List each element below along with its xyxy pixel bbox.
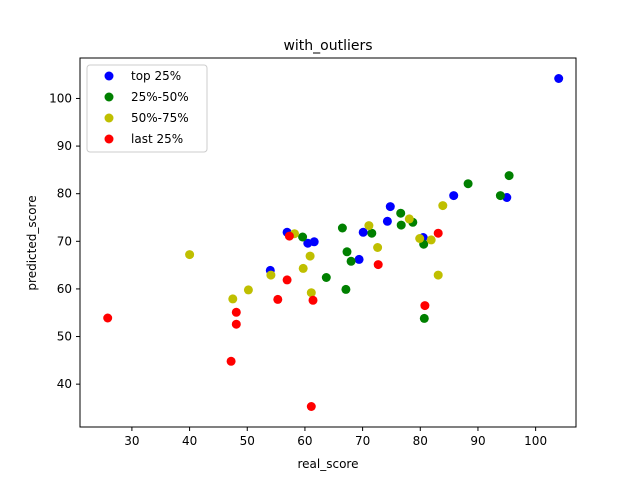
- data-point-series-1: [298, 232, 308, 242]
- x-tick-label: 80: [413, 434, 428, 448]
- y-tick-label: 40: [57, 377, 72, 391]
- data-point-series-2: [415, 234, 425, 243]
- data-point-series-2: [433, 270, 443, 280]
- legend-marker: [104, 71, 114, 81]
- data-point-series-3: [420, 301, 430, 311]
- data-point-series-1: [396, 208, 406, 218]
- x-tick-label: 90: [470, 434, 485, 448]
- x-axis-label: real_score: [298, 457, 359, 471]
- data-point-series-3: [284, 231, 294, 241]
- data-point-series-2: [364, 221, 374, 231]
- legend-marker: [104, 113, 114, 123]
- data-point-series-2: [306, 288, 316, 298]
- data-point-series-2: [228, 294, 238, 304]
- data-point-series-1: [419, 313, 429, 323]
- legend-marker: [104, 134, 114, 144]
- y-tick-label: 70: [57, 234, 72, 248]
- data-point-series-0: [449, 191, 459, 201]
- legend-label: top 25%: [131, 69, 181, 83]
- data-point-series-1: [337, 223, 347, 233]
- y-tick-label: 60: [57, 282, 72, 296]
- y-tick-label: 90: [57, 139, 72, 153]
- data-point-series-3: [308, 295, 318, 305]
- data-point-series-0: [385, 202, 395, 212]
- data-point-series-1: [321, 273, 331, 282]
- data-point-series-0: [382, 216, 392, 226]
- legend-label: 25%-50%: [131, 90, 189, 104]
- data-point-series-3: [231, 307, 241, 317]
- data-point-series-0: [303, 238, 313, 248]
- data-point-series-1: [504, 171, 514, 181]
- y-tick-label: 80: [57, 187, 72, 201]
- y-axis-label: predicted_score: [25, 195, 39, 290]
- data-point-series-0: [354, 254, 364, 264]
- data-point-series-2: [404, 214, 414, 224]
- data-point-series-3: [273, 294, 283, 304]
- x-tick-label: 70: [355, 434, 370, 448]
- data-point-series-2: [426, 235, 436, 245]
- data-point-series-2: [266, 270, 276, 280]
- x-tick-label: 100: [524, 434, 547, 448]
- legend-box: [86, 64, 208, 153]
- x-tick-label: 40: [182, 434, 197, 448]
- legend-label: 50%-75%: [131, 111, 189, 125]
- x-tick-label: 50: [240, 434, 255, 448]
- y-tick-label: 100: [49, 91, 72, 105]
- data-point-series-1: [463, 179, 473, 189]
- axis-ticks: 30 40 50 60 70 80 90 100 40 50 60 70 80 90 100: [49, 91, 547, 448]
- data-point-series-3: [433, 228, 443, 238]
- data-point-series-3: [231, 319, 241, 329]
- data-point-series-1: [367, 228, 377, 238]
- data-point-series-3: [306, 402, 316, 411]
- data-point-series-2: [185, 250, 195, 260]
- data-point-series-0: [358, 227, 368, 237]
- data-point-series-1: [346, 256, 356, 266]
- data-point-series-0: [554, 74, 564, 83]
- data-point-series-2: [243, 285, 253, 295]
- data-point-series-2: [298, 263, 308, 273]
- data-point-series-3: [282, 275, 292, 285]
- data-point-series-2: [438, 201, 448, 211]
- data-point-series-2: [373, 243, 383, 252]
- data-point-series-1: [396, 220, 406, 230]
- plot-area: [103, 74, 564, 411]
- legend-marker: [104, 92, 114, 102]
- chart-title: with_outliers: [283, 38, 372, 54]
- data-point-series-1: [495, 191, 505, 201]
- data-point-series-3: [103, 313, 113, 323]
- data-point-series-3: [373, 260, 383, 270]
- legend-label: last 25%: [131, 132, 183, 146]
- y-tick-label: 50: [57, 330, 72, 344]
- data-point-series-2: [305, 251, 315, 261]
- data-point-series-1: [342, 247, 352, 257]
- axes-frame: [79, 57, 577, 428]
- x-tick-label: 30: [124, 434, 139, 448]
- data-point-series-3: [226, 356, 236, 366]
- x-tick-label: 60: [297, 434, 312, 448]
- legend: top 25% 25%-50% 50%-75% last 25%: [86, 64, 208, 153]
- data-point-series-1: [341, 284, 351, 294]
